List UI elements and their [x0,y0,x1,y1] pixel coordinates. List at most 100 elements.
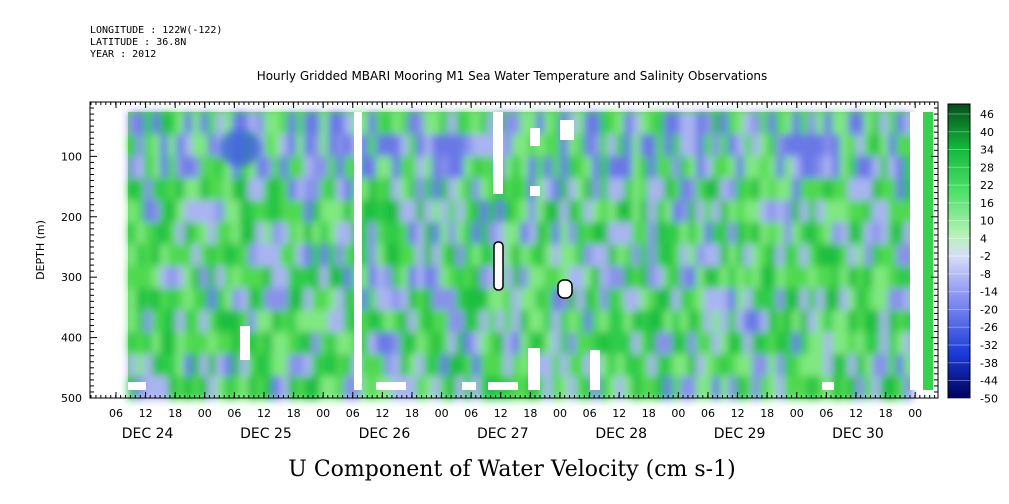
colorbar-labels: 46 40 34 28 22 16 10 4 -2 -8 -14 -20 -26 -32 -38 -44 -50 [948,108,998,405]
heatmap-cell [520,266,529,290]
heatmap-cell [544,376,553,400]
heatmap-cell [552,310,561,334]
heatmap-cell [848,178,857,202]
heatmap-cell [728,266,737,290]
heatmap-cell [136,354,145,378]
heatmap-cell [680,112,689,136]
heatmap-cell [480,134,489,158]
heatmap-cell [840,288,849,312]
y-tick-label: 500 [61,392,82,405]
heatmap-cell [760,244,769,268]
heatmap-cell [560,134,569,158]
heatmap-cell [408,244,417,268]
heatmap-cell [216,178,225,202]
gap-rect [488,382,518,390]
heatmap-cell [832,222,841,246]
heatmap-cell [216,244,225,268]
heatmap-cell [896,244,905,268]
heatmap-cell [136,134,145,158]
heatmap-cell [608,178,617,202]
colorbar-label: 22 [980,179,994,192]
heatmap-cell [192,354,201,378]
heatmap-cell [272,112,281,136]
heatmap-cell [664,134,673,158]
heatmap-cell [768,332,777,356]
heatmap-cell [712,200,721,224]
heatmap-cell [704,156,713,180]
heatmap-cell [512,288,521,312]
heatmap-cell [560,266,569,290]
heatmap-cell [640,332,649,356]
x-tick-label: 00 [671,407,685,420]
heatmap-cell [280,354,289,378]
heatmap-cell [432,332,441,356]
heatmap-cell [608,134,617,158]
heatmap-cell [560,376,569,400]
heatmap-cell [568,310,577,334]
heatmap-cell [760,222,769,246]
heatmap-cell [648,288,657,312]
heatmap-cell [456,310,465,334]
heatmap-cell [808,376,817,400]
heatmap-cell [568,266,577,290]
heatmap-cell [544,288,553,312]
heatmap-cell [512,134,521,158]
heatmap-cell [128,354,137,378]
heatmap-cell [304,112,313,136]
heatmap-cell [728,310,737,334]
heatmap-cell [176,134,185,158]
heatmap-cell [816,332,825,356]
heatmap-cell [616,288,625,312]
heatmap-cell [568,200,577,224]
heatmap-cell [784,332,793,356]
heatmap-cell [512,266,521,290]
x-tick-label: 00 [790,407,804,420]
heatmap-blob [218,130,262,166]
heatmap-cell [320,376,329,400]
heatmap-cell [368,178,377,202]
year-label: YEAR : 2012 [90,49,157,60]
heatmap-cell [152,288,161,312]
colorbar-label: -8 [980,268,991,281]
gap-rect [822,382,834,390]
heatmap-cell [768,134,777,158]
heatmap-cell [464,134,473,158]
heatmap-cell [336,112,345,136]
heatmap-cell [600,288,609,312]
heatmap-cell [744,354,753,378]
heatmap-cell [264,178,273,202]
heatmap-cell [464,332,473,356]
latitude-label: LATITUDE : 36.8N [90,37,187,48]
heatmap-cell [840,134,849,158]
heatmap-cell [896,376,905,400]
heatmap-cell [728,354,737,378]
heatmap-cell [592,244,601,268]
heatmap-cell [240,200,249,224]
heatmap-cell [336,288,345,312]
heatmap-cell [824,332,833,356]
heatmap-cell [816,222,825,246]
heatmap-cell [160,156,169,180]
heatmap-cell [144,222,153,246]
heatmap-cell [144,310,153,334]
heatmap-cell [344,244,353,268]
heatmap-cell [328,288,337,312]
heatmap-cell [520,200,529,224]
heatmap-cell [824,244,833,268]
heatmap-cell [184,266,193,290]
heatmap-cell [696,156,705,180]
heatmap-cell [480,376,489,400]
heatmap-cell [424,310,433,334]
heatmap-cell [784,178,793,202]
heatmap-cell [856,310,865,334]
heatmap-cell [584,288,593,312]
heatmap-cell [504,288,513,312]
heatmap-cell [280,222,289,246]
heatmap-cell [472,354,481,378]
heatmap-cell [784,200,793,224]
heatmap-cell [408,288,417,312]
heatmap-cell [496,354,505,378]
heatmap-cell [448,288,457,312]
heatmap-cell [480,310,489,334]
heatmap-cell [712,354,721,378]
